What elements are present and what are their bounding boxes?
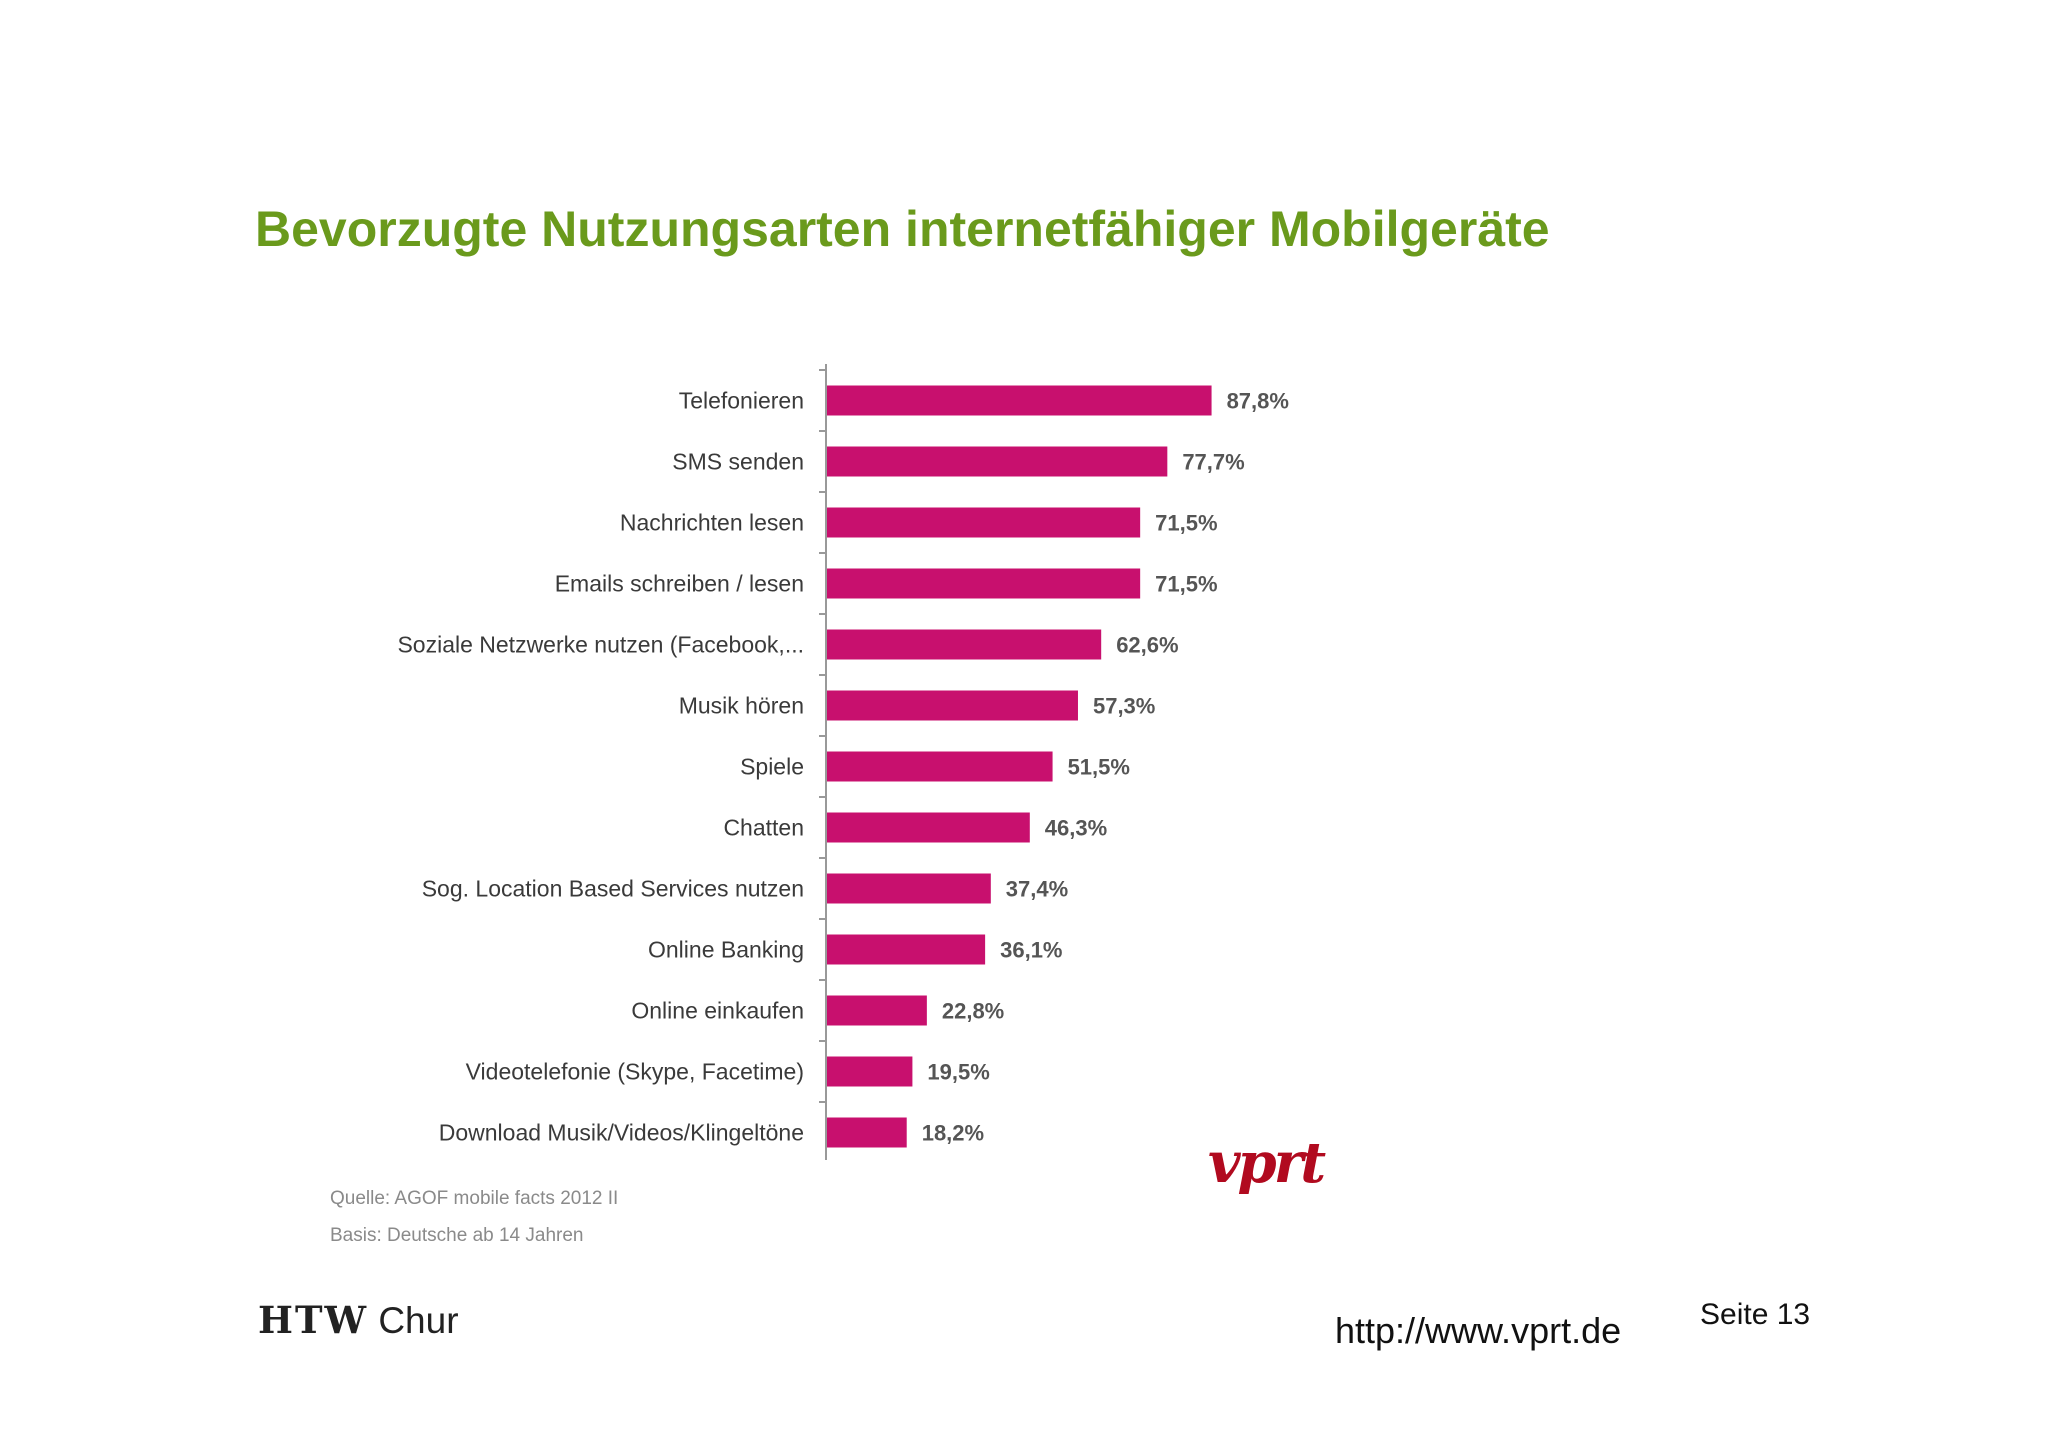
bar: [827, 873, 991, 904]
bar: [827, 690, 1078, 721]
value-label: 87,8%: [1227, 389, 1289, 414]
category-label: Download Musik/Videos/Klingeltöne: [439, 1120, 804, 1146]
htw-chur-logo: HTW Chur: [258, 1298, 459, 1342]
category-label: Online einkaufen: [631, 998, 804, 1024]
bar: [827, 507, 1141, 538]
value-label: 71,5%: [1155, 572, 1217, 597]
bar: [827, 812, 1030, 843]
value-label: 22,8%: [942, 999, 1004, 1024]
bar-chart: Telefonieren 87,8% SMS senden 77,7% Nachrich…: [397, 364, 1289, 1160]
page-number: Seite 13: [1700, 1298, 1811, 1331]
vprt-logo: vprt: [1208, 1130, 1326, 1196]
category-label: Nachrichten lesen: [620, 510, 804, 536]
value-label: 71,5%: [1155, 511, 1217, 536]
chart-image: Telefonieren 87,8% SMS senden 77,7% Nachrich…: [318, 340, 1328, 1260]
bar: [827, 385, 1212, 416]
category-label: Telefonieren: [679, 388, 804, 414]
value-label: 46,3%: [1045, 816, 1107, 841]
category-label: Soziale Netzwerke nutzen (Facebook,...: [397, 632, 804, 658]
bar: [827, 568, 1141, 599]
category-label: Videotelefonie (Skype, Facetime): [466, 1059, 804, 1085]
bar: [827, 629, 1102, 660]
value-label: 19,5%: [927, 1060, 989, 1085]
bar: [827, 995, 927, 1026]
category-label: Chatten: [723, 815, 804, 841]
value-label: 18,2%: [922, 1121, 984, 1146]
value-label: 77,7%: [1182, 450, 1244, 475]
slide-title: Bevorzugte Nutzungsarten internetfähiger…: [255, 201, 1550, 257]
bar: [827, 1056, 913, 1087]
value-label: 51,5%: [1068, 755, 1130, 780]
category-label: Spiele: [740, 754, 804, 780]
category-label: Emails schreiben / lesen: [555, 571, 804, 597]
bar: [827, 446, 1168, 477]
category-label: SMS senden: [672, 449, 804, 475]
htw-logo-rest: Chur: [368, 1300, 459, 1341]
bar: [827, 1117, 907, 1148]
category-label: Online Banking: [648, 937, 804, 963]
bar: [827, 751, 1053, 782]
value-label: 37,4%: [1006, 877, 1068, 902]
value-label: 62,6%: [1116, 633, 1178, 658]
category-label: Musik hören: [679, 693, 804, 719]
category-label: Sog. Location Based Services nutzen: [422, 876, 804, 902]
chart-source: Quelle: AGOF mobile facts 2012 II Basis:…: [330, 1180, 618, 1254]
htw-logo-bold: HTW: [258, 1298, 369, 1342]
footer-url: http://www.vprt.de: [1335, 1310, 1622, 1351]
value-label: 36,1%: [1000, 938, 1062, 963]
basis-line: Basis: Deutsche ab 14 Jahren: [330, 1225, 584, 1246]
value-label: 57,3%: [1093, 694, 1155, 719]
bar: [827, 934, 986, 965]
source-line: Quelle: AGOF mobile facts 2012 II: [330, 1188, 619, 1209]
